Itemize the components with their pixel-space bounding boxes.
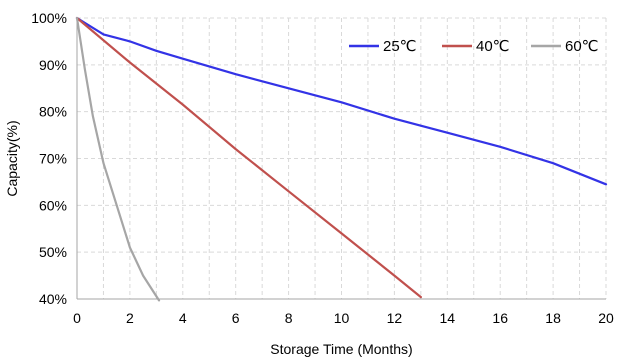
legend-label-3: 60℃ xyxy=(565,38,599,55)
tick-labels: 0 2 4 6 8 10 12 14 16 18 20 40% 50% 60% 70% 80% 90% 100% xyxy=(31,10,614,326)
x-tick-label: 10 xyxy=(334,310,350,326)
y-tick-label: 40% xyxy=(39,291,67,307)
x-tick-label: 18 xyxy=(545,310,561,326)
x-axis-label: Storage Time (Months) xyxy=(270,341,412,357)
x-tick-label: 8 xyxy=(285,310,293,326)
x-tick-label: 6 xyxy=(232,310,240,326)
y-tick-label: 80% xyxy=(39,104,67,120)
legend-label-2: 40℃ xyxy=(476,38,510,55)
x-tick-label: 4 xyxy=(179,310,187,326)
legend: 25℃ 40℃ 60℃ xyxy=(349,38,599,55)
series-line-1 xyxy=(75,16,608,186)
y-tick-label: 50% xyxy=(39,244,67,260)
grid xyxy=(77,17,607,299)
series-lines xyxy=(75,16,608,302)
legend-label-1: 25℃ xyxy=(383,38,417,55)
series-line-2 xyxy=(75,16,422,299)
y-tick-label: 90% xyxy=(39,57,67,73)
y-axis-label: Capacity(%) xyxy=(4,120,20,196)
y-tick-label: 60% xyxy=(39,197,67,213)
x-tick-label: 14 xyxy=(440,310,456,326)
x-tick-label: 0 xyxy=(73,310,81,326)
y-tick-label: 100% xyxy=(31,10,67,26)
y-tick-label: 70% xyxy=(39,151,67,167)
series-line-3 xyxy=(75,16,161,302)
x-tick-label: 12 xyxy=(387,310,403,326)
x-tick-label: 16 xyxy=(492,310,508,326)
x-tick-label: 20 xyxy=(598,310,614,326)
x-tick-label: 2 xyxy=(126,310,134,326)
axes xyxy=(76,18,606,300)
